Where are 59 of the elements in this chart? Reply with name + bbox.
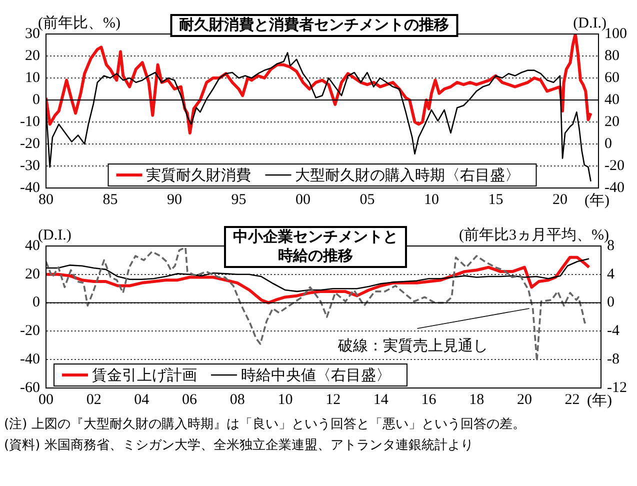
y-tick-label: 0: [32, 294, 40, 311]
text: (資料) 米国商務省、ミシガン大学、全米独立企業連盟、アトランタ連銀統計より: [4, 437, 474, 455]
y-tick-label: -30: [20, 158, 40, 174]
x-tick-label: 90: [166, 192, 182, 208]
y-tick-label: 40: [24, 238, 40, 254]
y2-tick-label: 80: [604, 48, 620, 64]
y2-tick-label: -8: [607, 352, 620, 368]
y2-tick-label: 100: [604, 26, 627, 42]
x-tick-label: 80: [38, 192, 54, 208]
y-tick-label: -40: [20, 352, 40, 368]
x-tick-label: 06: [182, 392, 198, 408]
x-tick-label: 15: [488, 192, 504, 208]
x-tick-label: 95: [231, 192, 246, 208]
y-tick-label: -40: [20, 180, 40, 196]
x-tick-label: 22: [564, 392, 580, 408]
x-tick-label: 02: [86, 392, 102, 408]
x-tick-label: 10: [424, 192, 439, 208]
annotation: 破線：実質売上見通し: [337, 336, 488, 354]
legend-label: 大型耐久財の購入時期〈右目盛〉: [295, 166, 520, 184]
x-tick-label: 20: [516, 392, 532, 408]
y-tick-label: 0: [32, 92, 40, 108]
y-tick-label: -10: [20, 114, 40, 130]
y2-tick-label: 8: [607, 238, 615, 254]
y-tick-label: -20: [20, 136, 40, 152]
legend-label: 時給中央値〈右目盛〉: [240, 366, 391, 384]
y2-axis-title: (D.I.): [573, 15, 606, 32]
x-tick-label: 00: [38, 392, 54, 408]
x-tick-label: 12: [326, 392, 341, 408]
y2-tick-label: -20: [604, 158, 624, 174]
x-tick-label: 20: [552, 192, 568, 208]
legend-label: 実質耐久財消費: [146, 166, 252, 184]
y2-tick-label: 20: [604, 114, 620, 130]
y2-axis-title: (前年比3ヵ月平均、%): [459, 226, 610, 244]
y-tick-label: 30: [24, 26, 40, 42]
y-tick-label: 20: [24, 48, 40, 64]
x-tick-label: 85: [102, 192, 118, 208]
y2-tick-label: -4: [607, 323, 620, 340]
line-series: [46, 246, 589, 362]
x-tick-label: 18: [469, 392, 484, 408]
chart-title: 中小企業センチメントと時給の推移: [233, 227, 398, 264]
x-tick-label: 08: [230, 392, 245, 408]
y-tick-label: 20: [24, 266, 40, 282]
y-tick-label: -60: [20, 380, 40, 396]
x-tick-label: 16: [421, 392, 437, 408]
legend-label: 賃金引上げ計画: [92, 366, 197, 384]
text: (注) 上図の『大型耐久財の購入時期』は「良い」という回答と「悪い」という回答の差。: [4, 416, 526, 434]
y2-tick-label: 60: [604, 70, 620, 86]
x-tick-label: 00: [295, 192, 310, 208]
y-tick-label: 10: [24, 70, 40, 86]
y2-tick-label: 0: [604, 136, 612, 152]
y2-tick-label: 4: [607, 266, 616, 282]
y2-tick-label: 40: [604, 92, 620, 108]
x-tick-label: 04: [134, 392, 150, 408]
y-tick-label: -20: [20, 323, 40, 340]
x-tick-label: 05: [360, 192, 375, 208]
y2-tick-label: 0: [607, 294, 615, 311]
chart-title: 耐久財消費と消費者センチメントの推移: [179, 15, 450, 34]
x-tick-label: 10: [278, 392, 293, 408]
x-tick-label: 14: [373, 392, 389, 408]
